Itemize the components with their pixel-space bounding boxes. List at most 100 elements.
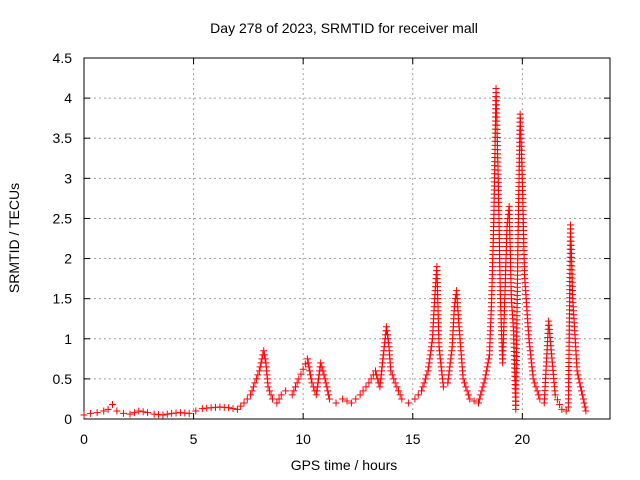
- trace-point: [313, 387, 321, 395]
- y-tick-label: 3: [64, 170, 72, 186]
- data-point: [251, 379, 259, 387]
- data-point: [424, 367, 432, 375]
- data-point: [100, 407, 108, 415]
- trace-point: [388, 371, 396, 379]
- trace-point: [260, 351, 268, 359]
- data-point: [104, 405, 112, 413]
- trace-point: [463, 387, 471, 395]
- data-point: [521, 271, 529, 279]
- trace-point: [484, 359, 492, 367]
- trace-point: [237, 402, 245, 410]
- data-point: [558, 405, 566, 413]
- data-point: [573, 367, 581, 375]
- data-point: [185, 409, 193, 417]
- data-point: [198, 405, 206, 413]
- trace-point: [305, 363, 313, 371]
- trace-point: [306, 367, 314, 375]
- plot-frame: [83, 57, 611, 420]
- data-point: [144, 409, 152, 417]
- data-point: [332, 399, 340, 407]
- trace-point: [419, 383, 427, 391]
- data-point: [428, 335, 436, 343]
- data-point: [233, 405, 241, 413]
- trace-point: [304, 359, 312, 367]
- data-point: [108, 401, 116, 409]
- trace-point: [428, 339, 436, 347]
- y-tick-label: 3.5: [53, 130, 73, 146]
- data-point: [431, 295, 439, 303]
- trace-point: [478, 387, 486, 395]
- trace-point: [325, 391, 333, 399]
- trace-point: [423, 371, 431, 379]
- trace-point: [462, 383, 470, 391]
- trace-point: [323, 383, 331, 391]
- trace-point: [581, 403, 589, 411]
- trace-point: [291, 383, 299, 391]
- trace-point: [427, 343, 435, 351]
- trace-point: [482, 371, 490, 379]
- y-tick-label: 2.5: [53, 210, 73, 226]
- data-point: [87, 409, 95, 417]
- y-tick-label: 2: [64, 251, 72, 267]
- data-point: [562, 407, 570, 415]
- data-point: [516, 110, 524, 118]
- trace-point: [575, 375, 583, 383]
- data-point: [398, 395, 406, 403]
- data-point: [466, 395, 474, 403]
- trace-point: [383, 327, 391, 335]
- trace-point: [483, 367, 491, 375]
- trace-point: [532, 383, 540, 391]
- data-point: [268, 395, 276, 403]
- data-point: [503, 222, 511, 230]
- trace-point: [420, 379, 428, 387]
- trace-point: [313, 383, 321, 391]
- y-tick-label: 1: [64, 331, 72, 347]
- trace-point: [163, 410, 171, 418]
- trace-point: [324, 387, 332, 395]
- trace-point: [248, 387, 256, 395]
- data-point: [391, 379, 399, 387]
- data-point: [150, 410, 158, 418]
- trace-point: [485, 355, 493, 363]
- data-point: [216, 403, 224, 411]
- data-point: [135, 407, 143, 415]
- trace-point: [384, 331, 392, 339]
- data-point: [80, 411, 88, 419]
- trace-point: [390, 375, 398, 383]
- data-point: [168, 409, 176, 417]
- y-tick-label: 0: [64, 411, 72, 427]
- data-point: [510, 327, 518, 335]
- data-point: [365, 379, 373, 387]
- data-point: [567, 221, 575, 229]
- data-point: [255, 367, 263, 375]
- trace-point: [306, 371, 314, 379]
- x-tick-label: 10: [295, 431, 311, 447]
- data-point: [176, 409, 184, 417]
- data-point: [512, 405, 520, 413]
- data-point: [545, 317, 553, 325]
- trace-point: [290, 387, 298, 395]
- trace-point: [384, 335, 392, 343]
- trace-point: [267, 391, 275, 399]
- trace-point: [343, 397, 351, 405]
- data-point: [240, 399, 248, 407]
- data-point: [273, 399, 281, 407]
- trace-point: [359, 387, 367, 395]
- data-point: [312, 391, 320, 399]
- y-tick-label: 4.5: [53, 50, 73, 66]
- data-point: [225, 404, 233, 412]
- data-points: [80, 84, 590, 419]
- data-point: [505, 202, 513, 210]
- trace-point: [556, 401, 564, 409]
- x-tick-label: 15: [405, 431, 421, 447]
- x-tick-label: 5: [190, 431, 198, 447]
- trace-point: [425, 363, 433, 371]
- trace-point: [395, 387, 403, 395]
- data-point: [299, 365, 307, 373]
- trace-point: [315, 375, 323, 383]
- data-point: [490, 214, 498, 222]
- data-point: [207, 404, 215, 412]
- data-point: [247, 391, 255, 399]
